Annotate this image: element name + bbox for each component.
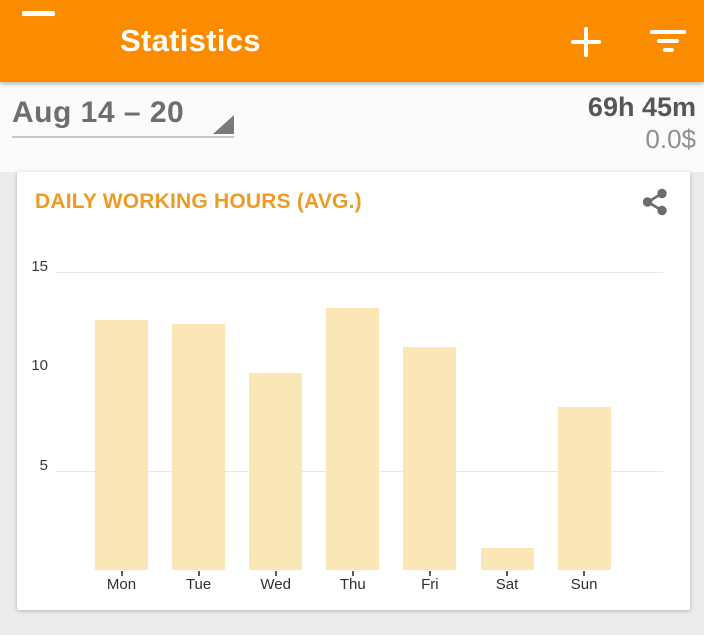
- bar-sat[interactable]: [480, 548, 534, 570]
- x-tick-thu: [351, 571, 354, 576]
- y-axis-label-15: 15: [31, 257, 48, 275]
- plus-icon: [571, 27, 601, 57]
- x-axis-label-tue: Tue: [185, 576, 212, 593]
- x-axis-label-wed: Wed: [260, 576, 291, 593]
- date-range-label: Aug 14 – 20: [12, 96, 185, 129]
- stats-card: DAILY WORKING HOURS (AVG.) 5 10 15 Mon Tue We…: [17, 172, 690, 610]
- page-title: Statistics: [120, 23, 261, 58]
- bar-wed[interactable]: [249, 373, 303, 570]
- bar-sun[interactable]: [557, 407, 611, 570]
- daily-hours-bar-chart: 5 10 15 Mon Tue Wed Thu Fri Sat Sun: [17, 240, 690, 610]
- gridline-15: [55, 271, 663, 273]
- bar-thu[interactable]: [326, 307, 380, 570]
- x-tick-sat: [506, 571, 508, 576]
- filter-button[interactable]: [646, 20, 690, 64]
- bar-mon[interactable]: [95, 319, 148, 570]
- hamburger-menu-button[interactable]: [22, 11, 62, 61]
- y-axis-label-5: 5: [39, 456, 48, 474]
- x-tick-tue: [197, 571, 200, 576]
- x-axis-label-thu: Thu: [339, 576, 366, 593]
- period-totals: 69h 45m 0.0$: [588, 91, 696, 155]
- x-axis-label-fri: Fri: [421, 576, 439, 593]
- x-tick-sun: [583, 571, 586, 576]
- x-axis-label-sun: Sun: [570, 576, 598, 593]
- x-tick-wed: [274, 571, 277, 576]
- x-axis-label-sat: Sat: [495, 576, 519, 593]
- x-axis-label-mon: Mon: [106, 576, 137, 593]
- card-title: DAILY WORKING HOURS (AVG.): [35, 190, 362, 213]
- date-range-selector[interactable]: Aug 14 – 20: [12, 96, 234, 138]
- x-tick-mon: [120, 571, 123, 576]
- dropdown-triangle-icon: [213, 115, 234, 134]
- share-button[interactable]: [634, 182, 676, 224]
- x-tick-fri: [428, 571, 431, 576]
- y-axis-label-10: 10: [31, 357, 48, 375]
- share-icon: [642, 188, 667, 215]
- app-bar: Statistics: [0, 0, 704, 82]
- bar-fri[interactable]: [403, 347, 457, 570]
- bar-tue[interactable]: [172, 323, 226, 570]
- period-bar: Aug 14 – 20 69h 45m 0.0$: [0, 82, 704, 172]
- total-earnings-value: 0.0$: [645, 124, 696, 154]
- total-hours-value: 69h 45m: [587, 92, 696, 122]
- filter-icon: [650, 30, 686, 54]
- add-entry-button[interactable]: [564, 20, 608, 64]
